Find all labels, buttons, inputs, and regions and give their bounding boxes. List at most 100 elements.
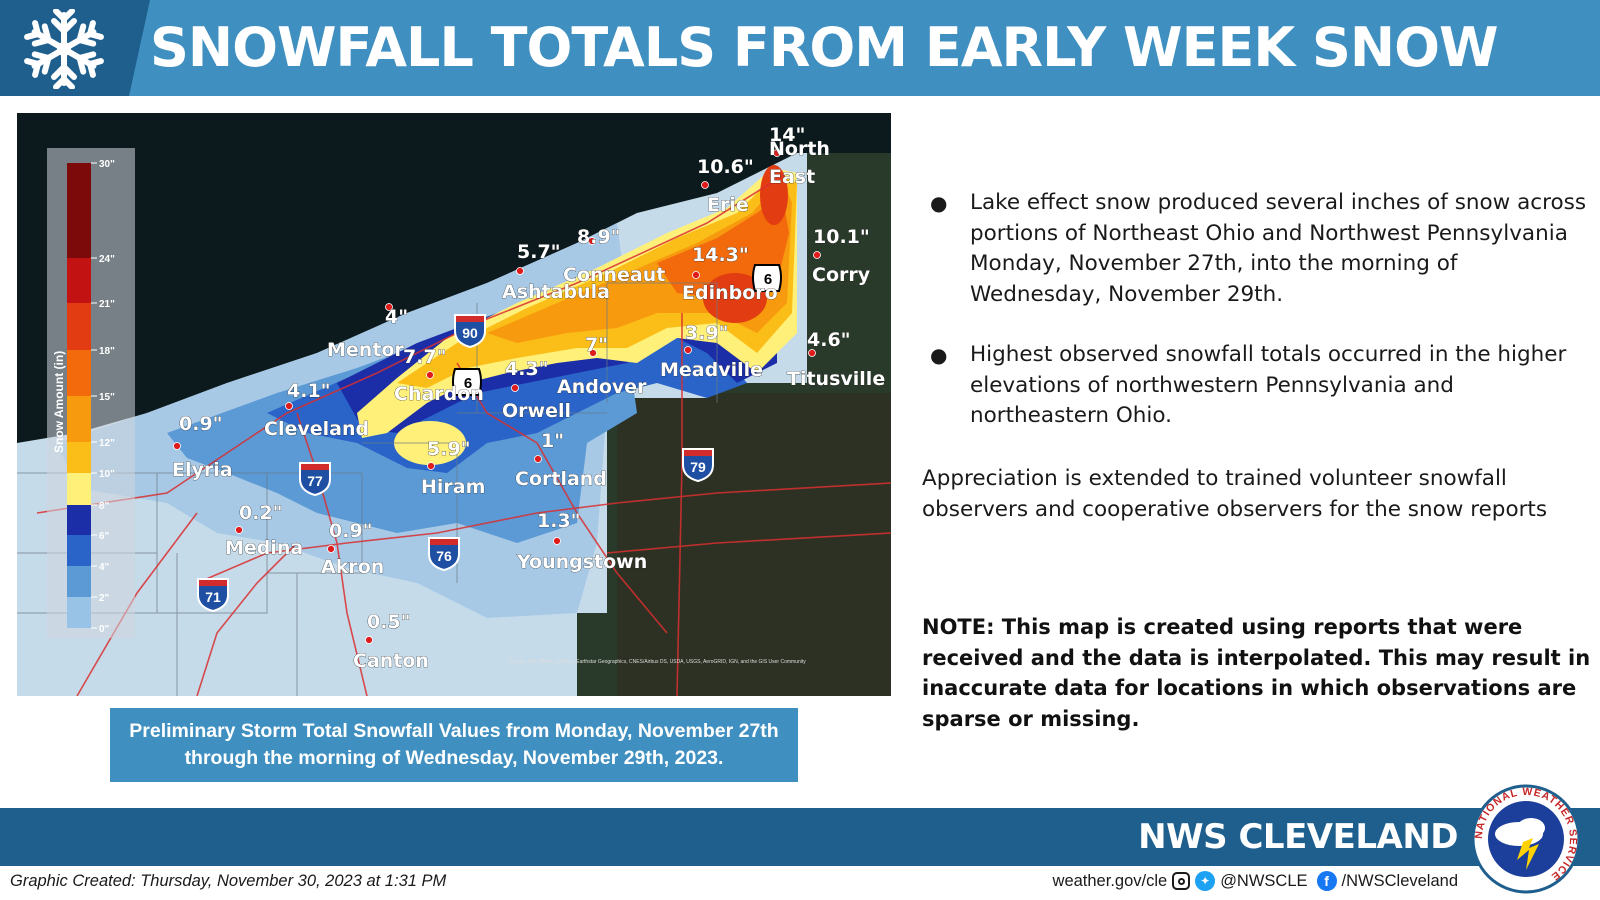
svg-text:71: 71 (205, 589, 221, 605)
interstate-shield-icon: 76 (428, 537, 460, 572)
svg-text:6: 6 (764, 271, 772, 288)
legend-tick-label: 15" (99, 392, 115, 403)
snowfall-value-label: 4.1" (287, 380, 331, 402)
facebook-link[interactable]: /NWSCleveland (1341, 871, 1458, 890)
city-marker: 5.7" Ashtabula (502, 241, 611, 304)
facebook-icon[interactable]: f (1316, 871, 1337, 891)
city-name-label: Conneaut (563, 264, 665, 286)
legend-tick-label: 30" (99, 159, 115, 170)
city-name-label: Canton (353, 650, 429, 672)
city-dot (684, 346, 692, 354)
bullet-dot: ● (930, 343, 948, 367)
snowfall-value-label: 1.3" (537, 510, 581, 532)
svg-text:77: 77 (307, 473, 323, 489)
city-marker: 10.6" Erie (697, 156, 754, 217)
snowfall-map: Snow Amount (in) 30" 24" 21" 18" 15" 12" 10" 8"… (17, 113, 891, 696)
snowfall-value-label: 4" (385, 306, 408, 328)
map-attribution: Source: Esri, Maxar, GeoEye, Earthstar G… (509, 659, 806, 665)
city-marker: 4.3" Orwell (502, 358, 572, 423)
city-dot (808, 349, 816, 357)
city-name-label: Medina (225, 537, 303, 559)
interstate-shield-icon: 71 (197, 578, 229, 613)
city-marker: 14"North East (769, 124, 831, 189)
legend-tick-label: 0" (99, 624, 110, 635)
city-name-label: North East (769, 138, 830, 188)
snowfall-value-label: 7.7" (403, 346, 447, 368)
city-name-label: Youngstown (516, 551, 647, 573)
appreciation-text: Appreciation is extended to trained volu… (922, 466, 1548, 522)
legend-color-bin (67, 535, 91, 566)
legend-tick-label: 2" (99, 593, 110, 604)
snowfall-value-label: 8.9" (577, 226, 621, 248)
legend-color-bin (67, 597, 91, 628)
bullet-dot: ● (930, 191, 948, 215)
snowfall-value-label: 10.6" (697, 156, 754, 178)
bullet-text: Highest observed snowfall totals occurre… (970, 342, 1567, 428)
us-route-shield-icon: 6 (752, 264, 782, 292)
snowfall-value-label: 0.2" (239, 502, 283, 524)
city-name-label: Erie (707, 194, 749, 216)
svg-text:79: 79 (690, 459, 706, 475)
legend-color-bin (67, 303, 91, 350)
city-dot (813, 251, 821, 259)
city-dot (427, 462, 435, 470)
legend-color-bin (67, 505, 91, 535)
legend-color-bin (67, 396, 91, 442)
legend-tick-label: 6" (99, 531, 110, 542)
nws-logo: NATIONAL WEATHER SERVICE (1471, 784, 1581, 894)
city-dot (692, 271, 700, 279)
city-name-label: Corry (812, 264, 871, 286)
city-name-label: Akron (321, 556, 384, 578)
map-svg: Snow Amount (in) 30" 24" 21" 18" 15" 12" 10" 8"… (17, 113, 891, 696)
snowfall-value-label: 0.9" (329, 520, 373, 542)
instagram-icon[interactable] (1172, 872, 1191, 890)
city-marker: 0.9" Elyria (172, 413, 233, 482)
legend-tick-label: 24" (99, 254, 115, 265)
legend-title: Snow Amount (in) (52, 351, 66, 453)
graphic-created: Graphic Created: Thursday, November 30, … (10, 872, 447, 890)
legend-tick-label: 12" (99, 438, 115, 449)
us-route-shield-icon: 6 (452, 368, 482, 396)
bullet-text: Lake effect snow produced several inches… (970, 190, 1587, 307)
snowfall-value-label: 10.1" (813, 226, 870, 248)
city-name-label: Andover (557, 376, 647, 398)
legend-tick-label: 18" (99, 346, 115, 357)
city-name-label: Cleveland (264, 418, 369, 440)
city-marker: 4" Mentor (327, 303, 408, 361)
city-dot (516, 267, 524, 275)
snowfall-value-label: 4.3" (505, 358, 549, 380)
snowfall-value-label: 4.6" (807, 329, 851, 351)
city-dot (773, 149, 781, 157)
header-icon-box (0, 0, 150, 96)
city-marker: 5.9" Hiram (421, 438, 486, 499)
city-name-label: Hiram (421, 476, 485, 498)
city-marker: 7" Andover (557, 334, 648, 399)
city-dot (327, 545, 335, 553)
city-name-label: Ashtabula (502, 281, 610, 303)
city-name-label: Edinboro (682, 282, 778, 304)
bullet-item: ● Lake effect snow produced several inche… (924, 188, 1594, 310)
snowfall-value-label: 0.9" (179, 413, 223, 435)
city-marker: 3.9" Meadville (660, 322, 764, 382)
twitter-icon[interactable]: ✦ (1195, 871, 1216, 891)
snowfall-value-label: 1" (541, 430, 564, 452)
city-marker: 8.9" Conneaut (563, 226, 666, 287)
city-name-label: Meadville (660, 359, 763, 381)
city-name-label: Orwell (502, 400, 571, 422)
city-name-label: Titusville (787, 368, 885, 390)
city-dot (589, 349, 597, 357)
legend-color-bin (67, 350, 91, 396)
legend-color-bin (67, 258, 91, 303)
city-dot (534, 455, 542, 463)
city-dot (365, 636, 373, 644)
interstate-shield-icon: 77 (299, 462, 331, 497)
city-name-label: Elyria (172, 459, 233, 481)
map-caption-text: Preliminary Storm Total Snowfall Values … (129, 720, 779, 769)
city-marker: 0.2" Medina (225, 502, 304, 560)
page-title: SNOWFALL TOTALS FROM EARLY WEEK SNOW (150, 16, 1499, 79)
website-link[interactable]: weather.gov/cle (1052, 871, 1168, 890)
social-handle[interactable]: @NWSCLE (1220, 871, 1308, 890)
legend-tick-label: 10" (99, 469, 115, 480)
note-text: NOTE: This map is created using reports … (922, 615, 1591, 731)
lake-erie (17, 113, 891, 443)
